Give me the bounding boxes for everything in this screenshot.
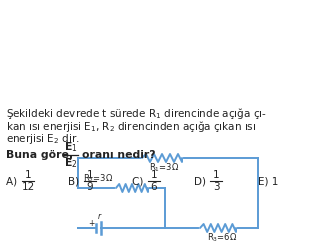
Text: enerjisi E$_2$ dir.: enerjisi E$_2$ dir. bbox=[6, 132, 80, 146]
Text: D): D) bbox=[194, 176, 209, 186]
Text: C): C) bbox=[132, 176, 147, 186]
Text: 1: 1 bbox=[213, 169, 219, 180]
Text: r: r bbox=[98, 212, 101, 221]
Text: R$_2$=3Ω: R$_2$=3Ω bbox=[83, 172, 113, 185]
Text: B): B) bbox=[68, 176, 82, 186]
Text: E$_2$: E$_2$ bbox=[64, 156, 78, 170]
Text: 9: 9 bbox=[87, 183, 93, 193]
Text: R$_1$=3Ω: R$_1$=3Ω bbox=[149, 161, 179, 173]
Text: E) 1: E) 1 bbox=[258, 176, 278, 186]
Text: Buna göre,: Buna göre, bbox=[6, 150, 73, 160]
Text: R$_3$=6Ω: R$_3$=6Ω bbox=[207, 231, 237, 244]
Text: 1: 1 bbox=[25, 169, 31, 180]
Text: 6: 6 bbox=[151, 183, 157, 193]
Text: 1: 1 bbox=[87, 169, 93, 180]
Text: 12: 12 bbox=[22, 183, 35, 193]
Text: 1: 1 bbox=[151, 169, 157, 180]
Text: +: + bbox=[88, 218, 94, 228]
Text: Şekildeki devrede t sürede R$_1$ direncinde açığa çı-: Şekildeki devrede t sürede R$_1$ direnci… bbox=[6, 106, 267, 121]
Text: E$_1$: E$_1$ bbox=[64, 140, 78, 154]
Text: A): A) bbox=[6, 176, 20, 186]
Text: oranı nedir?: oranı nedir? bbox=[82, 150, 156, 160]
Text: kan ısı enerjisi E$_1$, R$_2$ direncinden açığa çıkan ısı: kan ısı enerjisi E$_1$, R$_2$ direncinde… bbox=[6, 119, 256, 134]
Text: 3: 3 bbox=[213, 183, 219, 193]
